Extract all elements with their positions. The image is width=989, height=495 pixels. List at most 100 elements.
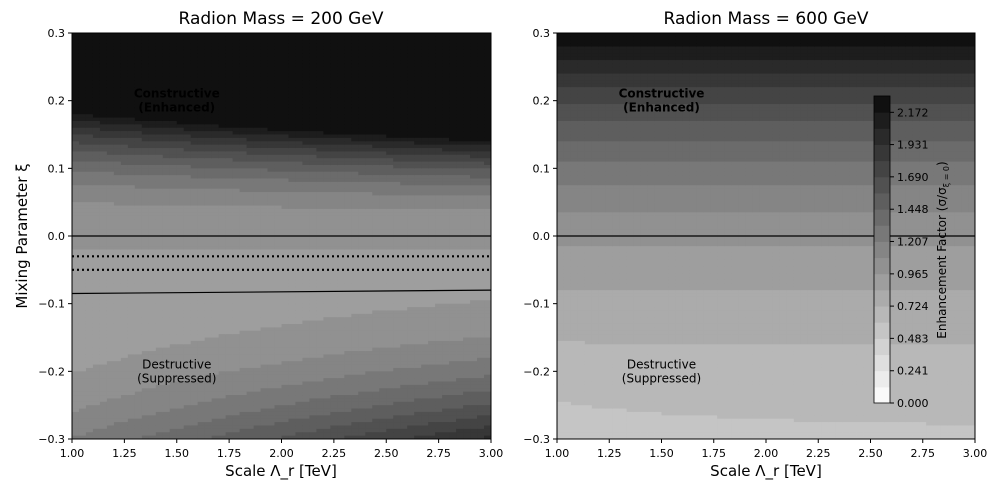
heatmap-cell bbox=[337, 337, 345, 342]
heatmap-cell bbox=[169, 73, 178, 78]
heatmap-cell bbox=[169, 154, 178, 159]
heatmap-cell bbox=[351, 80, 359, 85]
heatmap-cell bbox=[176, 83, 185, 88]
heatmap-cell bbox=[78, 290, 87, 295]
heatmap-cell bbox=[197, 56, 206, 61]
heatmap-cell bbox=[106, 70, 115, 75]
heatmap-cell bbox=[316, 49, 324, 54]
heatmap-cell bbox=[281, 164, 290, 169]
heatmap-cell bbox=[113, 263, 122, 268]
heatmap-cell bbox=[106, 364, 115, 369]
heatmap-cell bbox=[295, 168, 304, 173]
heatmap-cell bbox=[309, 87, 318, 92]
heatmap-cell bbox=[260, 168, 269, 173]
heatmap-cell bbox=[99, 168, 108, 173]
heatmap-cell bbox=[274, 344, 283, 349]
heatmap-cell bbox=[72, 347, 80, 352]
heatmap-cell bbox=[295, 212, 304, 217]
heatmap-cell bbox=[169, 43, 178, 48]
heatmap-cell bbox=[246, 53, 255, 58]
heatmap-cell bbox=[239, 164, 248, 169]
heatmap-cell bbox=[134, 154, 143, 159]
heatmap-cell bbox=[225, 137, 234, 142]
heatmap-cell bbox=[183, 164, 192, 169]
heatmap-cell bbox=[295, 340, 304, 345]
heatmap-cell bbox=[197, 408, 206, 413]
heatmap-cell bbox=[176, 320, 185, 325]
heatmap-cell bbox=[92, 239, 101, 244]
heatmap-cell bbox=[155, 104, 164, 109]
heatmap-cell bbox=[239, 83, 248, 88]
heatmap-cell bbox=[197, 120, 206, 125]
heatmap-cell bbox=[253, 273, 262, 278]
heatmap-cell bbox=[323, 232, 331, 237]
heatmap-cell bbox=[337, 185, 345, 190]
heatmap-cell bbox=[358, 273, 366, 278]
heatmap-cell bbox=[253, 205, 262, 210]
heatmap-cell bbox=[274, 154, 283, 159]
heatmap-cell bbox=[218, 225, 227, 230]
heatmap-cell bbox=[85, 313, 94, 318]
heatmap-cell bbox=[127, 43, 136, 48]
heatmap-cell bbox=[309, 283, 318, 288]
heatmap-cell bbox=[141, 334, 150, 339]
heatmap-cell bbox=[127, 212, 136, 217]
heatmap-cell bbox=[85, 296, 94, 301]
heatmap-cell bbox=[309, 164, 318, 169]
heatmap-cell bbox=[253, 286, 262, 291]
heatmap-cell bbox=[309, 208, 318, 213]
heatmap-cell bbox=[162, 181, 171, 186]
heatmap-cell bbox=[134, 107, 143, 112]
heatmap-cell bbox=[141, 320, 150, 325]
heatmap-cell bbox=[134, 215, 143, 220]
heatmap-cell bbox=[309, 351, 318, 356]
heatmap-cell bbox=[204, 344, 213, 349]
heatmap-cell bbox=[127, 104, 136, 109]
heatmap-cell bbox=[288, 259, 297, 264]
heatmap-cell bbox=[239, 195, 248, 200]
heatmap-cell bbox=[330, 286, 338, 291]
heatmap-cell bbox=[260, 36, 269, 41]
heatmap-cell bbox=[302, 73, 311, 78]
heatmap-cell bbox=[92, 202, 101, 207]
heatmap-cell bbox=[113, 215, 122, 220]
heatmap-cell bbox=[141, 97, 150, 102]
heatmap-cell bbox=[267, 269, 276, 274]
heatmap-cell bbox=[183, 276, 192, 281]
heatmap-cell bbox=[267, 351, 276, 356]
heatmap-cell bbox=[358, 46, 366, 51]
heatmap-cell bbox=[72, 296, 80, 301]
heatmap-cell bbox=[218, 127, 227, 132]
heatmap-cell bbox=[218, 340, 227, 345]
heatmap-cell bbox=[148, 317, 157, 322]
heatmap-cell bbox=[260, 73, 269, 78]
heatmap-cell bbox=[204, 141, 213, 146]
heatmap-cell bbox=[246, 232, 255, 237]
heatmap-cell bbox=[323, 320, 331, 325]
heatmap-cell bbox=[85, 208, 94, 213]
heatmap-cell bbox=[162, 43, 171, 48]
heatmap-cell bbox=[78, 374, 87, 379]
heatmap-cell bbox=[197, 330, 206, 335]
heatmap-cell bbox=[211, 100, 220, 105]
heatmap-cell bbox=[197, 219, 206, 224]
heatmap-cell bbox=[183, 296, 192, 301]
heatmap-cell bbox=[169, 391, 178, 396]
heatmap-cell bbox=[190, 87, 199, 92]
heatmap-cell bbox=[274, 60, 283, 65]
heatmap-cell bbox=[295, 330, 304, 335]
heatmap-cell bbox=[99, 242, 108, 247]
heatmap-cell bbox=[246, 249, 255, 254]
heatmap-cell bbox=[106, 232, 115, 237]
heatmap-cell bbox=[183, 134, 192, 139]
heatmap-cell bbox=[253, 323, 262, 328]
heatmap-cell bbox=[344, 205, 352, 210]
heatmap-cell bbox=[323, 273, 331, 278]
heatmap-cell bbox=[232, 344, 241, 349]
heatmap-cell bbox=[85, 83, 94, 88]
heatmap-cell bbox=[120, 39, 129, 44]
heatmap-cell bbox=[106, 73, 115, 78]
heatmap-cell bbox=[134, 239, 143, 244]
heatmap-cell bbox=[225, 401, 234, 406]
heatmap-cell bbox=[295, 148, 304, 153]
